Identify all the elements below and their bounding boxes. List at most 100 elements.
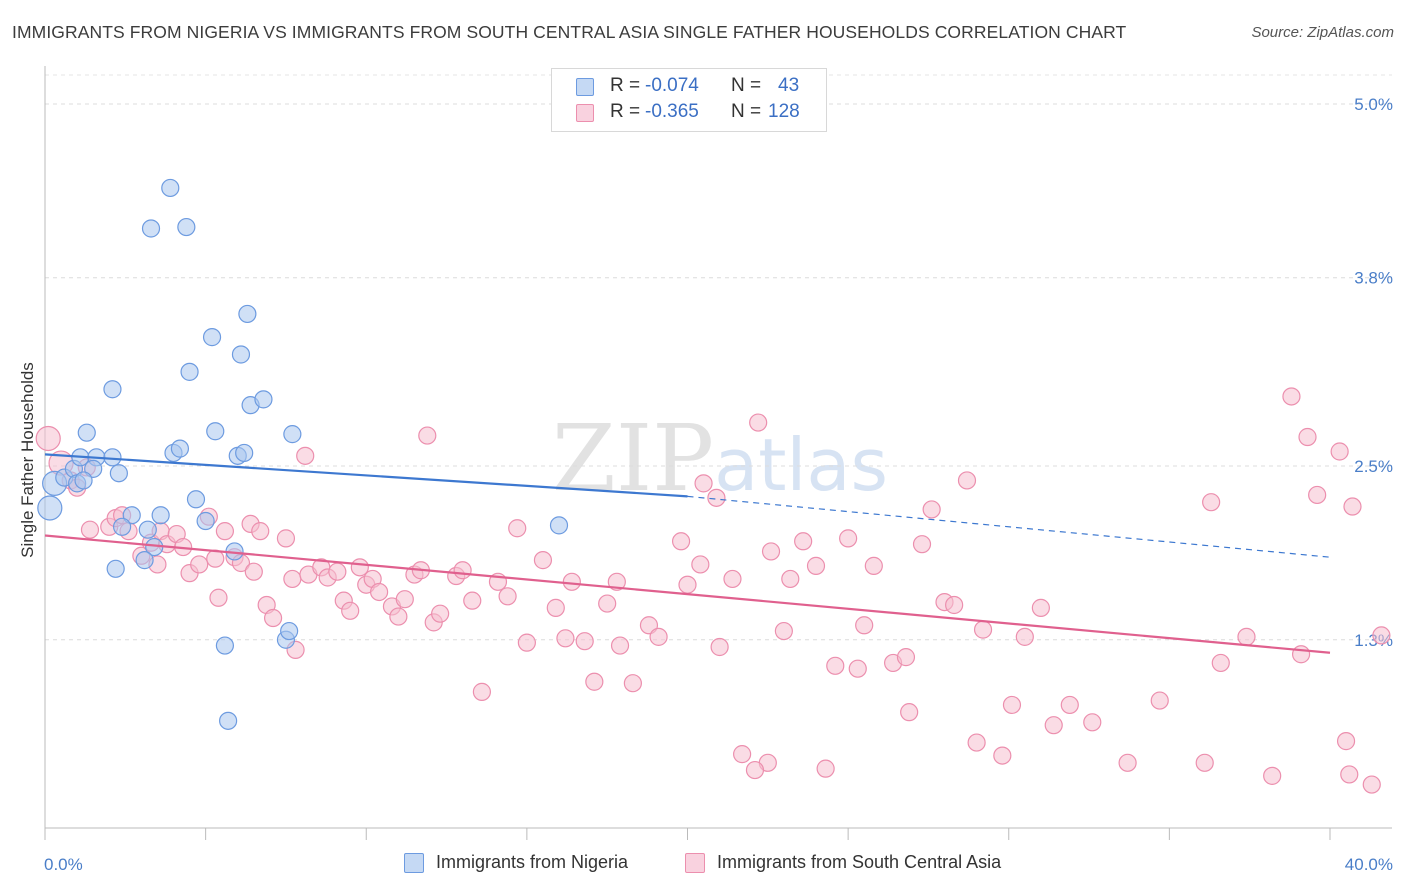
sca-point <box>341 601 360 620</box>
nigeria-point <box>151 506 170 525</box>
sca-point <box>1291 645 1311 664</box>
sca-point <box>848 659 867 678</box>
sca-point <box>472 682 491 701</box>
nigeria-point <box>138 520 157 539</box>
legend-swatch-sca <box>685 852 705 873</box>
legend-swatch-nigeria <box>576 78 594 96</box>
sca-point <box>585 672 604 691</box>
sca-point <box>826 656 845 675</box>
sca-point <box>1340 765 1359 784</box>
sca-point <box>1202 493 1221 512</box>
sca-point <box>498 587 517 606</box>
sca-point <box>1083 713 1102 732</box>
sca-point <box>251 522 270 541</box>
sca-point <box>283 569 302 589</box>
legend-swatch-sca <box>576 104 594 122</box>
sca-point <box>610 636 630 655</box>
legend-n-value: 43 <box>778 75 800 96</box>
y-tick-label: 3.8% <box>1354 269 1393 288</box>
nigeria-point <box>84 459 103 478</box>
nigeria-point <box>141 219 161 238</box>
nigeria-point <box>235 443 254 463</box>
sca-point <box>896 648 916 667</box>
nigeria-point <box>135 551 154 570</box>
sca-point <box>546 598 565 617</box>
sca-point <box>707 488 726 507</box>
legend-item-sca: Immigrants from South Central Asia <box>685 852 1001 873</box>
legend-swatch-nigeria <box>404 852 424 873</box>
sca-point <box>1237 627 1256 646</box>
sca-point <box>562 572 581 591</box>
sca-point <box>276 529 296 548</box>
sca-point <box>1343 497 1362 516</box>
sca-point <box>598 594 617 613</box>
sca-point <box>839 529 858 548</box>
sca-trendline <box>44 534 1331 654</box>
nigeria-point <box>283 425 302 444</box>
nigeria-point <box>280 621 299 641</box>
sca-point <box>533 551 553 570</box>
sca-point <box>1060 695 1079 715</box>
sca-point <box>1336 732 1356 751</box>
sca-point <box>389 607 408 626</box>
sca-point <box>1031 598 1050 617</box>
sca-point <box>206 549 225 568</box>
nigeria-point <box>215 636 234 655</box>
nigeria-point <box>186 490 206 509</box>
nigeria-point <box>112 517 132 536</box>
nigeria-point <box>103 448 122 467</box>
nigeria-point <box>109 464 128 483</box>
sca-point <box>431 604 450 623</box>
nigeria-point <box>74 471 93 490</box>
legend-item-nigeria: Immigrants from Nigeria <box>404 852 628 873</box>
nigeria-point <box>196 511 215 531</box>
sca-point <box>1118 753 1137 772</box>
sca-point <box>35 425 61 452</box>
sca-point <box>945 595 964 615</box>
nigeria-point <box>206 422 225 441</box>
legend-r-label: R = <box>610 101 641 122</box>
sca-point <box>912 535 932 554</box>
sca-point <box>517 633 536 652</box>
sca-point <box>710 637 729 657</box>
sca-point <box>1372 626 1391 645</box>
sca-point <box>296 446 315 465</box>
sca-point <box>1150 691 1169 710</box>
series-legend: Immigrants from Nigeria Immigrants from … <box>0 852 1406 878</box>
legend-r-value: -0.074 <box>645 75 699 96</box>
sca-point <box>575 632 594 651</box>
sca-point <box>1298 427 1317 447</box>
correlation-legend: R = -0.074 N = 43 R = -0.365 N = 128 <box>551 68 827 132</box>
sca-point <box>967 733 986 752</box>
sca-point <box>556 629 575 648</box>
nigeria-point <box>549 516 569 535</box>
nigeria-point <box>37 495 63 521</box>
sca-point <box>855 616 874 635</box>
sca-point <box>774 621 793 641</box>
sca-point <box>816 759 835 778</box>
sca-point <box>1263 766 1282 785</box>
nigeria-point <box>202 328 222 347</box>
watermark: ZIPatlas <box>552 405 888 512</box>
nigeria-trendline-extension <box>687 495 1331 558</box>
sca-point <box>1362 775 1381 794</box>
y-tick-label: 5.0% <box>1354 95 1393 114</box>
sca-point <box>900 703 919 722</box>
sca-point <box>723 569 742 589</box>
sca-point <box>678 575 697 594</box>
legend-row-sca: R = -0.365 N = 128 <box>552 101 826 127</box>
nigeria-point <box>180 362 199 381</box>
y-tick-label: 2.5% <box>1354 457 1393 476</box>
sca-point <box>806 556 826 575</box>
sca-point <box>418 426 437 445</box>
legend-r-label: R = <box>610 75 641 96</box>
source-label: Source: ZipAtlas.com <box>1251 24 1394 41</box>
chart-title: IMMIGRANTS FROM NIGERIA VS IMMIGRANTS FR… <box>12 22 1127 42</box>
sca-point <box>1308 485 1327 505</box>
nigeria-point <box>238 304 257 324</box>
sca-point <box>463 591 482 610</box>
sca-point <box>209 588 228 607</box>
legend-n-label: N = <box>731 75 762 96</box>
sca-point <box>1282 387 1301 406</box>
sca-point <box>1044 716 1063 735</box>
